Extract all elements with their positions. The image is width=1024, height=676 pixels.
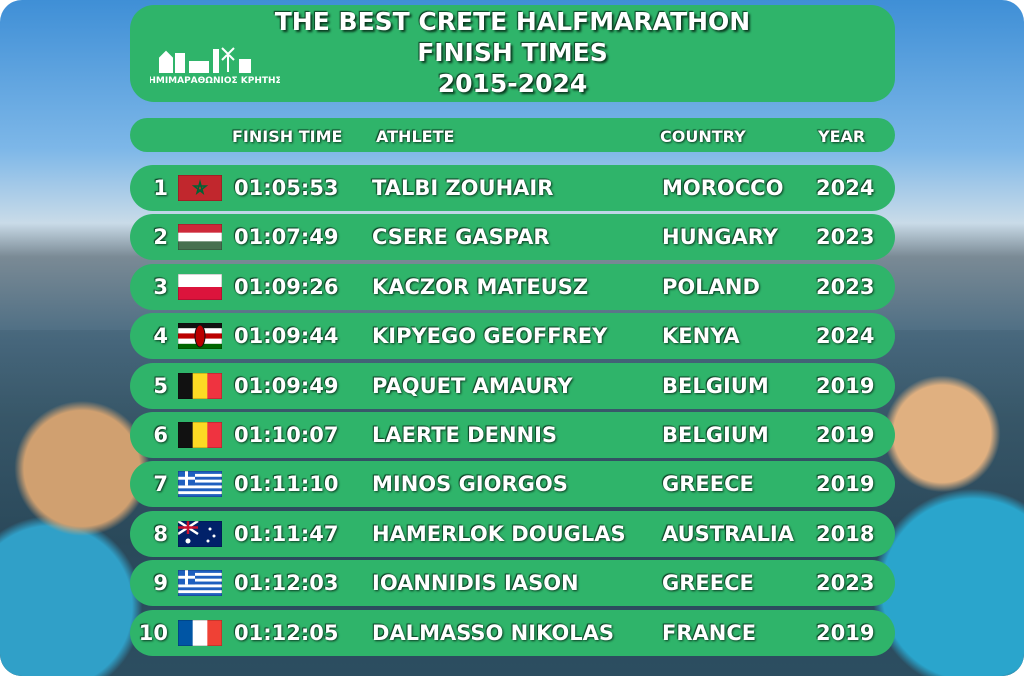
flag (178, 273, 222, 300)
year: 2024 (816, 176, 875, 200)
country: GREECE (662, 472, 754, 497)
finish-time: 01:05:53 (234, 176, 339, 200)
flag (178, 323, 222, 350)
table-row: 4 01:09:44 KIPYEGO GEOFFREY KENYA 2024 (130, 313, 895, 360)
rank: 8 (153, 521, 168, 546)
year: 2018 (816, 521, 875, 546)
country: BELGIUM (662, 423, 769, 447)
rank: 7 (153, 472, 168, 497)
athlete: MINOS GIORGOS (372, 472, 568, 497)
year: 2023 (816, 571, 875, 596)
rank: 4 (153, 324, 168, 349)
year: 2019 (816, 373, 875, 398)
flag (178, 570, 222, 597)
athlete: KIPYEGO GEOFFREY (372, 324, 608, 349)
country: MOROCCO (662, 176, 784, 200)
athlete: CSERE GASPAR (372, 225, 550, 250)
flag (178, 619, 222, 646)
column-header: COUNTRY (660, 127, 746, 146)
flag (178, 372, 222, 399)
table-row: 10 01:12:05 DALMASSO NIKOLAS FRANCE 2019 (130, 609, 895, 656)
table-row: 5 01:09:49 PAQUET AMAURY BELGIUM 2019 (130, 362, 895, 409)
year: 2019 (816, 472, 875, 497)
year: 2019 (816, 620, 875, 645)
country: POLAND (662, 274, 760, 299)
title: THE BEST CRETE HALFMARATHON FINISH TIMES… (130, 6, 895, 99)
country: AUSTRALIA (662, 521, 794, 546)
table-row: 7 01:11:10 MINOS GIORGOS GREECE 2019 (130, 461, 895, 508)
athlete: LAERTE DENNIS (372, 423, 558, 447)
athlete: DALMASSO NIKOLAS (372, 620, 615, 645)
rank: 10 (138, 620, 168, 645)
country: FRANCE (662, 620, 757, 645)
title-line: FINISH TIMES (417, 38, 608, 67)
year: 2023 (816, 274, 875, 299)
table-row: 6 01:10:07 LAERTE DENNIS BELGIUM 2019 (130, 412, 895, 458)
title-line: THE BEST CRETE HALFMARATHON (274, 7, 751, 36)
logo-text: ΗΜΙΜΑΡΑΘΩΝΙΟΣ ΚΡΗΤΗΣ (150, 76, 280, 86)
finish-time: 01:07:49 (234, 225, 339, 250)
finish-time: 01:12:05 (234, 620, 339, 645)
year: 2024 (816, 324, 875, 349)
column-header: YEAR (818, 127, 866, 146)
country: KENYA (662, 324, 740, 349)
year: 2023 (816, 225, 875, 250)
table-row: 3 01:09:26 KACZOR MATEUSZ POLAND 2023 (130, 263, 895, 310)
table-row: 9 01:12:03 IOANNIDIS IASON GREECE 2023 (130, 560, 895, 607)
table-row: 2 01:07:49 CSERE GASPAR HUNGARY 2023 (130, 214, 895, 261)
logo: ΗΜΙΜΑΡΑΘΩΝΙΟΣ ΚΡΗΤΗΣ (150, 47, 280, 86)
header-panel (130, 5, 895, 102)
flag (178, 422, 222, 448)
table-row: 8 01:11:47 HAMERLOK DOUGLAS AUSTRALIA 2018 (130, 510, 895, 557)
country: BELGIUM (662, 373, 769, 398)
finish-time: 01:09:44 (234, 324, 339, 349)
rank: 9 (153, 571, 168, 596)
column-header: FINISH TIME (232, 127, 343, 146)
finish-time: 01:11:47 (234, 521, 339, 546)
rank: 2 (153, 225, 168, 250)
flag (178, 471, 222, 498)
finish-time: 01:10:07 (234, 423, 339, 447)
title-line: 2015-2024 (437, 69, 588, 98)
rank: 3 (153, 274, 168, 299)
athlete: TALBI ZOUHAIR (372, 176, 554, 200)
finish-time: 01:12:03 (234, 571, 339, 596)
flag (178, 520, 222, 547)
athlete: PAQUET AMAURY (372, 373, 573, 398)
flag (178, 175, 222, 201)
table-row: 1 01:05:53 TALBI ZOUHAIR MOROCCO 2024 (130, 165, 895, 211)
rank: 6 (153, 423, 168, 447)
rank: 5 (153, 373, 168, 398)
athlete: KACZOR MATEUSZ (372, 274, 589, 299)
flag (178, 224, 222, 251)
year: 2019 (816, 423, 875, 447)
finish-time: 01:11:10 (234, 472, 339, 497)
finish-time: 01:09:26 (234, 274, 339, 299)
column-header: ATHLETE (376, 127, 455, 146)
column-header-bar: FINISH TIME ATHLETE COUNTRY YEAR (130, 118, 895, 152)
rank: 1 (153, 176, 168, 200)
country: GREECE (662, 571, 754, 596)
athlete: IOANNIDIS IASON (372, 571, 579, 596)
country: HUNGARY (662, 225, 778, 250)
finish-time: 01:09:49 (234, 373, 339, 398)
athlete: HAMERLOK DOUGLAS (372, 521, 626, 546)
